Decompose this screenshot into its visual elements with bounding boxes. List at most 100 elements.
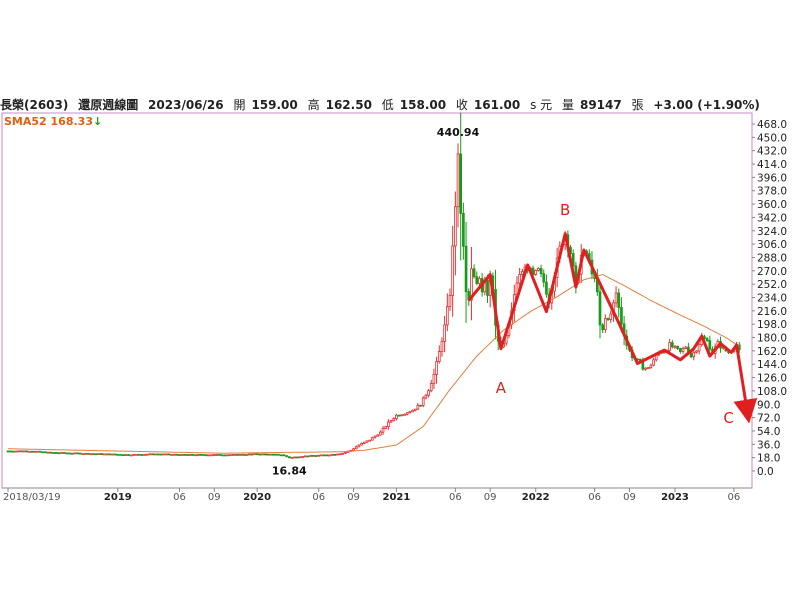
candle-body bbox=[427, 390, 430, 396]
candle-body bbox=[708, 340, 712, 350]
y-tick-label: 90.0 bbox=[757, 399, 780, 411]
candle-body bbox=[148, 453, 152, 456]
candle-body bbox=[448, 294, 452, 308]
candle-body bbox=[387, 421, 390, 427]
candle-body bbox=[689, 352, 693, 358]
candle-body bbox=[620, 307, 623, 325]
candle-body bbox=[159, 453, 163, 456]
candle-body bbox=[320, 454, 323, 457]
candle-body bbox=[279, 454, 283, 457]
candle-body bbox=[239, 453, 243, 456]
y-tick-label: 396.0 bbox=[757, 172, 787, 184]
plot-frame bbox=[1, 112, 753, 489]
chart-annotations: 440.94 16.84 A B C bbox=[272, 126, 734, 477]
candle-body bbox=[362, 441, 366, 444]
candle-body bbox=[76, 452, 79, 455]
candle-body bbox=[451, 245, 455, 296]
candle-body bbox=[392, 418, 396, 421]
candle-body bbox=[41, 451, 45, 454]
candle-body bbox=[306, 455, 310, 458]
candle-body bbox=[376, 434, 380, 437]
candle-body bbox=[518, 274, 521, 284]
y-tick-label: 36.0 bbox=[757, 439, 780, 451]
candle-body bbox=[194, 454, 197, 457]
candle-body bbox=[341, 452, 345, 455]
low-value: 158.00 bbox=[399, 98, 447, 112]
candle-body bbox=[520, 271, 524, 275]
candle-body bbox=[212, 454, 216, 456]
candle-body bbox=[36, 450, 39, 453]
candle-body bbox=[475, 276, 479, 284]
x-tick-label: 09 bbox=[347, 492, 360, 503]
candle-body bbox=[454, 206, 457, 247]
candle-body bbox=[662, 351, 666, 354]
candle-body bbox=[298, 456, 302, 459]
candle-body bbox=[25, 450, 29, 453]
candle-body bbox=[330, 453, 334, 456]
candle-body bbox=[542, 273, 546, 283]
candle-body bbox=[250, 453, 254, 456]
candle-body bbox=[354, 446, 358, 450]
candle-body bbox=[121, 454, 125, 457]
candle-body bbox=[381, 428, 385, 433]
candle-body bbox=[215, 454, 219, 456]
y-tick-label: 378.0 bbox=[757, 186, 787, 198]
candle-body bbox=[127, 454, 130, 456]
candle-body bbox=[199, 454, 203, 456]
candle-body bbox=[384, 426, 388, 429]
candle-body bbox=[277, 453, 280, 456]
high-value: 162.50 bbox=[325, 98, 372, 112]
high-label: 高 bbox=[307, 98, 320, 112]
candle-body bbox=[188, 453, 192, 456]
candle-body bbox=[670, 342, 674, 348]
candle-body bbox=[105, 453, 109, 456]
x-tick-label: 06 bbox=[312, 492, 325, 503]
volume-unit: 張 bbox=[631, 98, 644, 112]
y-tick-label: 288.0 bbox=[757, 252, 787, 264]
candle-body bbox=[440, 340, 444, 352]
candle-body bbox=[413, 408, 417, 411]
x-tick-label: 2019 bbox=[104, 492, 132, 503]
candle-body bbox=[424, 394, 428, 399]
down-arrow-icon: ↓ bbox=[92, 115, 103, 128]
x-tick-label: 2020 bbox=[243, 492, 271, 503]
candle-body bbox=[486, 279, 489, 296]
candle-body bbox=[258, 453, 262, 456]
candle-body bbox=[79, 452, 82, 455]
candle-body bbox=[609, 313, 613, 320]
candle-body bbox=[49, 451, 53, 454]
y-tick-label: 414.0 bbox=[757, 159, 787, 171]
candle-body bbox=[309, 455, 313, 457]
candle-body bbox=[368, 439, 371, 442]
candle-body bbox=[408, 411, 412, 414]
candle-body bbox=[38, 450, 42, 453]
candle-body bbox=[204, 454, 208, 457]
candle-body bbox=[183, 453, 187, 456]
x-tick-label: 06 bbox=[728, 492, 741, 503]
candle-body bbox=[287, 456, 291, 459]
candle-body bbox=[186, 454, 189, 456]
candle-body bbox=[676, 345, 680, 349]
wave-label: A bbox=[496, 379, 507, 397]
x-tick-label: 09 bbox=[484, 492, 497, 503]
candle-body bbox=[437, 351, 441, 362]
wave-label: B bbox=[560, 201, 570, 219]
stock-name: 長榮(2603) bbox=[0, 98, 69, 112]
candle-body bbox=[312, 455, 315, 457]
y-tick-label: 18.0 bbox=[757, 453, 780, 465]
y-tick-label: 108.0 bbox=[757, 386, 787, 398]
candle-body bbox=[210, 454, 213, 457]
candle-body bbox=[156, 453, 160, 456]
candle-body bbox=[443, 324, 446, 342]
candle-body bbox=[196, 454, 200, 456]
candle-body bbox=[681, 348, 685, 352]
candle-body bbox=[373, 435, 377, 439]
candle-body bbox=[17, 450, 21, 453]
candle-body bbox=[231, 454, 235, 456]
candle-body bbox=[95, 453, 98, 456]
y-tick-label: 450.0 bbox=[757, 132, 787, 144]
y-tick-label: 270.0 bbox=[757, 266, 787, 278]
candle-body bbox=[44, 451, 47, 454]
candle-body bbox=[89, 453, 93, 456]
